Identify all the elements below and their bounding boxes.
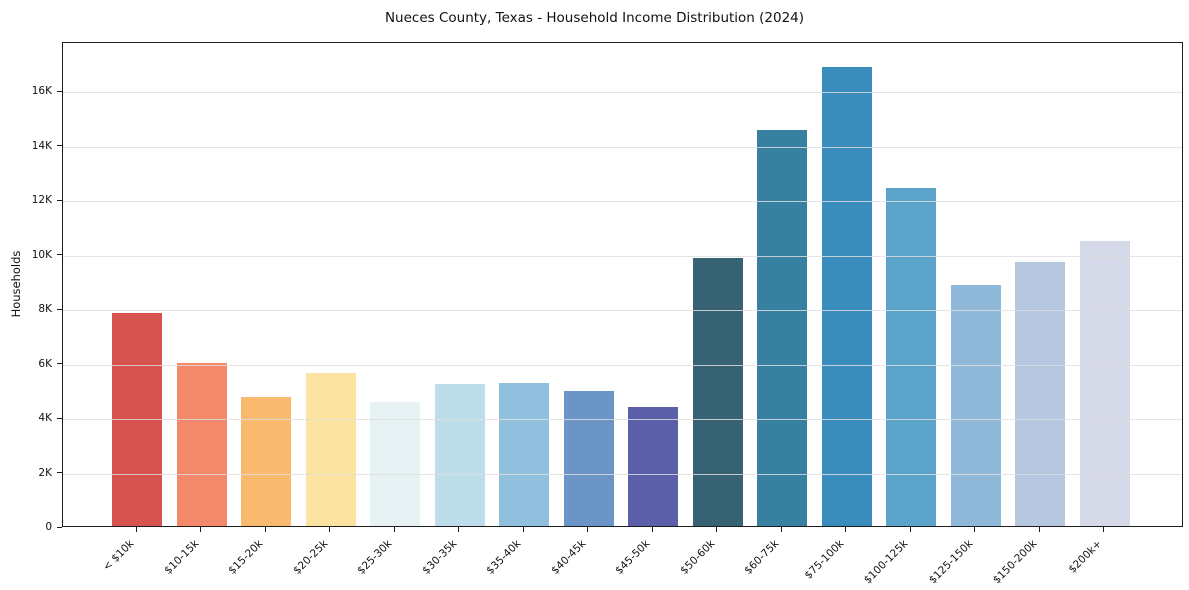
y-gridline xyxy=(63,364,1182,366)
x-tick-label: < $10k xyxy=(100,537,137,574)
y-tick-mark xyxy=(57,363,62,365)
bar-$150-200k xyxy=(1015,261,1065,526)
x-tick-mark xyxy=(780,527,782,532)
bar-$75-100k xyxy=(821,66,872,526)
y-tick-label: 14K xyxy=(31,139,52,152)
y-tick-mark xyxy=(57,417,62,419)
x-tick-mark xyxy=(458,527,460,532)
bar-$30-35k xyxy=(434,384,485,526)
x-tick-mark xyxy=(845,527,847,532)
x-tick-mark xyxy=(974,527,976,532)
bar-$100-125k xyxy=(886,188,936,526)
y-tick-label: 10K xyxy=(31,248,52,261)
y-tick-mark xyxy=(57,90,62,92)
bar-$35-40k xyxy=(499,382,549,526)
bar-$125-150k xyxy=(950,284,1001,526)
y-gridline xyxy=(63,255,1182,257)
y-tick-mark xyxy=(57,199,62,201)
bar-$200k+ xyxy=(1079,241,1130,526)
y-gridline xyxy=(63,201,1182,203)
x-tick-mark xyxy=(329,527,331,532)
x-tick-mark xyxy=(1038,527,1040,532)
x-tick-mark xyxy=(522,527,524,532)
y-tick-mark xyxy=(57,254,62,256)
y-tick-mark xyxy=(57,472,62,474)
x-tick-mark xyxy=(393,527,395,532)
bar-$45-50k xyxy=(628,407,678,526)
y-tick-label: 8K xyxy=(38,303,52,316)
y-gridline xyxy=(63,419,1182,420)
bar-$10-15k xyxy=(176,362,227,526)
y-tick-label: 0 xyxy=(45,521,52,533)
x-tick-mark xyxy=(587,527,589,532)
bar-$20-25k xyxy=(305,373,356,526)
x-tick-mark xyxy=(135,527,137,532)
y-gridline xyxy=(63,473,1182,475)
y-tick-mark xyxy=(57,308,62,310)
y-tick-mark xyxy=(57,145,62,147)
y-tick-label: 12K xyxy=(31,194,52,207)
bar-$50-60k xyxy=(692,257,743,526)
plot-area xyxy=(62,42,1183,527)
x-tick-mark xyxy=(909,527,911,532)
bar-$15-20k xyxy=(241,396,291,526)
bar-$40-45k xyxy=(563,391,614,526)
x-tick-mark xyxy=(200,527,202,532)
bar-$60-75k xyxy=(757,129,807,526)
y-tick-label: 6K xyxy=(38,357,52,370)
y-gridline xyxy=(63,310,1182,312)
y-gridline xyxy=(63,146,1182,148)
y-tick-label: 16K xyxy=(31,85,52,98)
x-tick-mark xyxy=(1103,527,1105,532)
bar-$25-30k xyxy=(370,402,420,526)
x-tick-mark xyxy=(264,527,266,532)
chart-title: Nueces County, Texas - Household Income … xyxy=(384,10,805,26)
y-tick-mark xyxy=(57,526,62,528)
y-tick-label: 4K xyxy=(38,412,52,424)
y-tick-label: 2K xyxy=(38,466,52,479)
x-tick-mark xyxy=(651,527,653,532)
x-tick-mark xyxy=(716,527,718,532)
y-gridline xyxy=(63,92,1182,94)
